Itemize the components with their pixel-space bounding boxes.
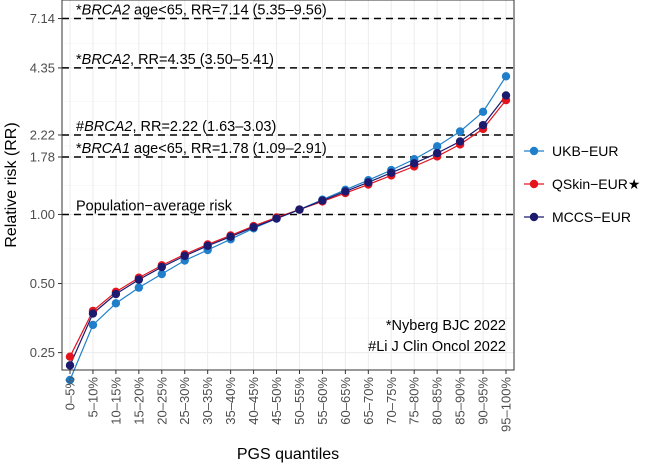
y-axis-ticks: 0.25 0.50 1.00 1.78 2.22 4.35 7.14 xyxy=(30,11,62,360)
legend-key-marker xyxy=(529,179,539,189)
data-point xyxy=(65,352,75,361)
x-tick-label: 50–55% xyxy=(292,377,307,425)
legend-label: QSkin−EUR★ xyxy=(552,176,640,192)
x-tick-label: 85–90% xyxy=(453,377,468,425)
data-point xyxy=(111,299,121,308)
reference-line-label: *BRCA1 age<65, RR=1.78 (1.09–2.91) xyxy=(76,141,327,157)
legend-label: UKB−EUR xyxy=(552,143,619,159)
data-point xyxy=(88,320,98,330)
data-point xyxy=(226,232,235,241)
plot-panel xyxy=(62,0,514,370)
legend: UKB−EUR QSkin−EUR★ MCCS−EUR xyxy=(524,143,640,225)
reference-line-label: *BRCA2, RR=4.35 (3.50–5.41) xyxy=(76,52,274,68)
x-tick-label: 35–40% xyxy=(223,377,238,425)
data-point xyxy=(157,269,166,279)
data-point xyxy=(455,127,465,136)
legend-label: MCCS−EUR xyxy=(552,209,631,225)
x-tick-label: 55–60% xyxy=(315,377,330,425)
reference-line-label: Population−average risk xyxy=(76,198,233,214)
x-tick-label: 20–25% xyxy=(154,377,169,425)
citation-notes: *Nyberg BJC 2022 #Li J Clin Oncol 2022 xyxy=(368,318,506,355)
data-point xyxy=(88,309,98,318)
plot-panel-border xyxy=(61,0,515,371)
x-tick-label: 60–65% xyxy=(338,377,353,425)
data-point xyxy=(318,196,327,205)
x-tick-label: 10–15% xyxy=(108,377,123,425)
x-tick-label: 75–80% xyxy=(407,377,422,425)
data-point xyxy=(432,148,442,158)
x-axis-ticks: 0–5% 5–10% 10–15% 15–20% 20–25% 25–30% 30–35% 3… xyxy=(63,370,514,432)
data-point xyxy=(272,214,281,223)
data-point xyxy=(134,283,144,292)
data-point xyxy=(111,289,121,299)
legend-key-marker xyxy=(529,146,539,156)
reference-lines: *BRCA2 age<65, RR=7.14 (5.35–9.56) *BRCA2… xyxy=(62,3,514,216)
y-tick-label: 0.25 xyxy=(30,345,55,360)
data-point xyxy=(364,178,373,187)
reference-line-label: *BRCA2 age<65, RR=7.14 (5.35–9.56) xyxy=(76,3,327,19)
data-point xyxy=(410,159,419,168)
x-tick-label: 40–45% xyxy=(246,377,261,425)
y-tick-label: 1.78 xyxy=(30,149,55,164)
data-point xyxy=(203,241,212,251)
data-point xyxy=(249,222,258,232)
data-point xyxy=(432,142,442,151)
y-tick-label: 2.22 xyxy=(30,127,55,142)
y-tick-label: 0.50 xyxy=(30,276,55,291)
x-tick-label: 0–5% xyxy=(63,377,78,411)
citation-note: *Nyberg BJC 2022 xyxy=(386,318,506,334)
data-point xyxy=(295,205,304,214)
data-point xyxy=(478,120,488,130)
x-tick-label: 80–85% xyxy=(430,377,445,425)
x-tick-label: 95–100% xyxy=(499,377,514,432)
y-tick-label: 1.00 xyxy=(30,207,55,222)
series-lines xyxy=(65,72,511,385)
y-axis-title: Relative risk (RR) xyxy=(3,122,20,247)
data-point xyxy=(65,361,75,370)
x-tick-label: 15–20% xyxy=(131,377,146,425)
data-point xyxy=(157,262,166,272)
x-axis-title: PGS quantiles xyxy=(237,446,339,463)
data-point xyxy=(478,107,488,117)
x-tick-label: 25–30% xyxy=(177,377,192,425)
legend-key-marker xyxy=(529,212,539,222)
x-tick-label: 5–10% xyxy=(85,377,100,418)
x-tick-label: 90–95% xyxy=(476,377,491,425)
y-tick-label: 7.14 xyxy=(30,11,55,26)
data-point xyxy=(455,137,465,146)
data-point xyxy=(501,91,511,100)
citation-note: #Li J Clin Oncol 2022 xyxy=(368,339,506,355)
data-point xyxy=(65,375,75,385)
x-tick-label: 70–75% xyxy=(384,377,399,425)
x-tick-label: 65–70% xyxy=(361,377,376,425)
x-tick-label: 45–50% xyxy=(269,377,284,425)
y-tick-label: 4.35 xyxy=(30,60,55,75)
data-point xyxy=(180,251,189,261)
data-point xyxy=(387,168,396,177)
data-point xyxy=(501,72,511,81)
data-point xyxy=(134,275,144,284)
x-tick-label: 30–35% xyxy=(200,377,215,425)
data-point xyxy=(341,187,350,196)
reference-line-label: #BRCA2, RR=2.22 (1.63–3.03) xyxy=(76,119,276,135)
